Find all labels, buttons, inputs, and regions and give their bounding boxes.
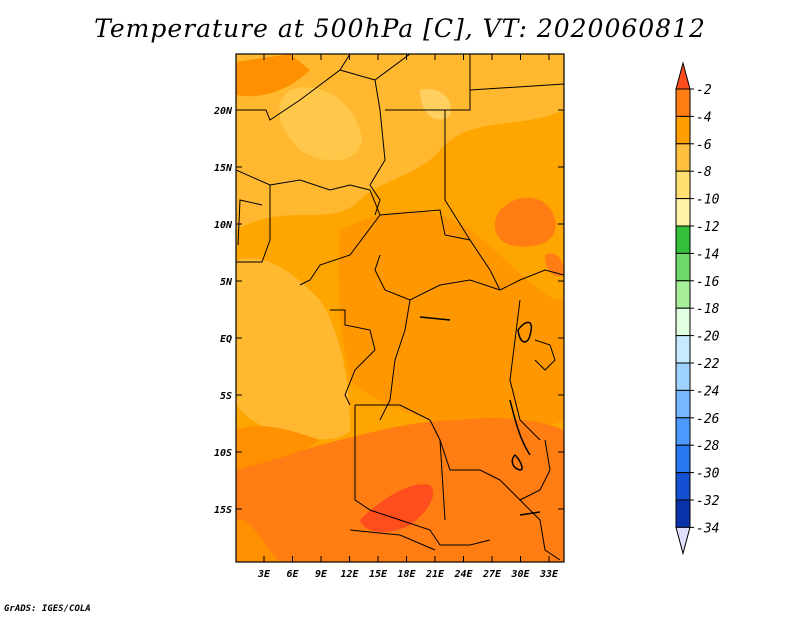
- country-boundaries: [236, 54, 564, 561]
- lake-outline: [509, 399, 531, 456]
- lat-tick-label: 5S: [220, 391, 232, 402]
- boundary-line: [349, 529, 436, 551]
- boundary-line: [439, 439, 446, 521]
- colorbar-segment: [675, 280, 691, 309]
- field-south-warm: [236, 418, 564, 562]
- boundary-line: [354, 405, 491, 546]
- colorbar-segment: [675, 444, 691, 474]
- colorbar-label: -8: [696, 165, 712, 180]
- field-light-patch: [279, 87, 362, 161]
- colorbar-label: -24: [696, 384, 719, 399]
- colorbar-segment: [675, 143, 691, 172]
- lon-tick-label: 24E: [453, 569, 473, 580]
- colorbar-segment: [675, 115, 691, 145]
- boundary-line: [330, 309, 376, 406]
- field-coast-band: [236, 258, 350, 440]
- boundary-line: [237, 199, 263, 246]
- colorbar-label: -6: [696, 138, 712, 153]
- colorbar-label: -16: [696, 275, 720, 290]
- lon-tick-label: 27E: [482, 569, 502, 580]
- boundary-line: [236, 169, 371, 191]
- colorbar-segment: [675, 472, 691, 501]
- colorbar-segment: [675, 170, 691, 200]
- colorbar-segment: [675, 88, 691, 117]
- boundary-line: [379, 299, 411, 421]
- lakes: [419, 316, 541, 516]
- temperature-field: [236, 54, 564, 562]
- boundary-line: [299, 189, 381, 286]
- lat-tick-label: 20N: [213, 106, 233, 117]
- boundary-line: [444, 110, 471, 241]
- colorbar-top-arrow: [675, 61, 691, 90]
- colorbar-label: -4: [696, 110, 712, 125]
- boundary-line: [236, 185, 271, 263]
- field-south-edge: [236, 425, 320, 470]
- colorbar-label: -28: [696, 439, 720, 454]
- lon-tick-label: 12E: [340, 569, 359, 580]
- field-central: [338, 211, 564, 432]
- lake-outline: [519, 511, 541, 516]
- lon-tick-label: 3E: [257, 569, 271, 580]
- field-sw-patch: [236, 519, 280, 562]
- field-light-patch: [420, 89, 451, 120]
- colorbar-label: -12: [696, 220, 720, 235]
- lon-tick-label: 15E: [369, 569, 388, 580]
- colorbar-label: -18: [696, 302, 720, 317]
- boundary-line: [469, 83, 564, 91]
- boundary-line: [379, 209, 501, 291]
- field-east-warm: [494, 197, 556, 247]
- latitude-axis: 20N 15N 10N 5N EQ 5S 10S 15S: [213, 106, 564, 516]
- lon-tick-label: 30E: [510, 569, 530, 580]
- boundary-line: [499, 439, 551, 501]
- longitude-axis: 3E 6E 9E 12E 15E 18E 21E 24E 27E 30E 33E: [257, 54, 559, 580]
- lat-tick-label: 10N: [214, 220, 233, 231]
- colorbar-segment: [675, 417, 691, 446]
- lon-tick-label: 21E: [425, 569, 445, 580]
- colorbar-label: -20: [696, 330, 720, 345]
- colorbar-segment: [675, 252, 691, 282]
- colorbar-segment: [675, 499, 691, 528]
- colorbar-label: -30: [696, 467, 720, 482]
- lat-tick-label: 15S: [214, 505, 232, 516]
- colorbar-label: -10: [696, 193, 720, 208]
- field-south-hot: [360, 484, 434, 532]
- colorbar: -2 -4 -6 -8 -10 -12 -14 -16 -18 -20 -22 -24 -26 -28 -3…: [675, 61, 720, 556]
- lake-outline: [517, 321, 532, 343]
- map-title: Temperature at 500hPa [C], VT: 202006081…: [94, 14, 706, 43]
- boundary-line: [519, 499, 561, 561]
- colorbar-label: -22: [696, 357, 720, 372]
- colorbar-segment: [675, 335, 691, 364]
- lat-tick-label: 5N: [220, 277, 233, 288]
- colorbar-label: -34: [696, 521, 719, 536]
- colorbar-segment: [675, 307, 691, 337]
- lat-tick-label: EQ: [220, 334, 232, 345]
- lat-tick-label: 10S: [214, 448, 232, 459]
- lon-tick-label: 9E: [315, 569, 328, 580]
- colorbar-label: -26: [696, 412, 720, 427]
- field-north-darker: [236, 54, 310, 97]
- map-frame: [235, 53, 565, 563]
- colorbar-label: -2: [696, 83, 712, 98]
- lat-tick-label: 15N: [214, 163, 233, 174]
- colorbar-segment: [675, 362, 691, 391]
- colorbar-segment: [675, 389, 691, 419]
- credit-text: GrADS: IGES/COLA: [4, 604, 91, 614]
- lake-outline: [419, 316, 451, 321]
- boundary-line: [509, 299, 541, 441]
- lon-tick-label: 6E: [286, 569, 299, 580]
- colorbar-segment: [675, 225, 691, 254]
- boundary-line: [499, 269, 564, 291]
- colorbar-label: -32: [696, 494, 720, 509]
- boundary-line: [534, 339, 556, 371]
- colorbar-bottom-arrow: [675, 526, 691, 556]
- lon-tick-label: 33E: [539, 569, 559, 580]
- lake-outline: [511, 453, 523, 471]
- colorbar-segment: [675, 198, 691, 227]
- boundary-line: [236, 54, 351, 121]
- colorbar-label: -14: [696, 247, 719, 262]
- boundary-line: [374, 54, 411, 81]
- lon-tick-label: 18E: [397, 569, 416, 580]
